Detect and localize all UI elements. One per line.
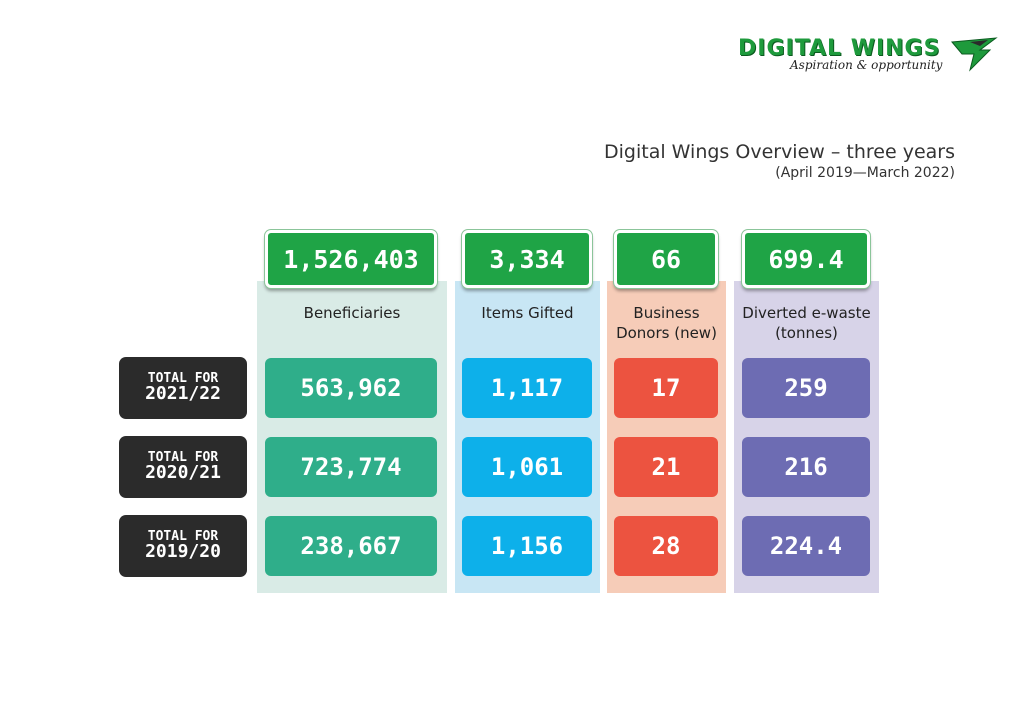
logo-wordmark: DIGITAL WINGS <box>738 36 941 61</box>
items-gifted-2021-22: 1,117 <box>462 358 592 418</box>
page-subtitle-period: (April 2019—March 2022) <box>775 165 955 181</box>
page-title: Digital Wings Overview – three years <box>604 141 955 163</box>
ewaste-header: Diverted e-waste (tonnes) <box>742 304 871 342</box>
year-label-prefix: TOTAL FOR <box>147 449 219 465</box>
year-label-2019-20: TOTAL FOR 2019/20 <box>119 515 247 577</box>
ewaste-total: 699.4 <box>742 230 870 288</box>
items-gifted-2020-21: 1,061 <box>462 437 592 497</box>
year-label-value: 2019/20 <box>145 541 221 563</box>
year-label-2021-22: TOTAL FOR 2021/22 <box>119 357 247 419</box>
business-donors-2019-20: 28 <box>614 516 718 576</box>
digital-wings-logo: DIGITAL WINGS Aspiration & opportunity <box>738 36 1000 88</box>
items-gifted-total: 3,334 <box>462 230 592 288</box>
year-label-value: 2020/21 <box>145 462 221 484</box>
year-label-value: 2021/22 <box>145 383 221 405</box>
business-donors-2020-21: 21 <box>614 437 718 497</box>
year-label-prefix: TOTAL FOR <box>147 370 219 386</box>
beneficiaries-2019-20: 238,667 <box>265 516 437 576</box>
beneficiaries-total: 1,526,403 <box>265 230 437 288</box>
business-donors-total: 66 <box>614 230 718 288</box>
ewaste-2021-22: 259 <box>742 358 870 418</box>
beneficiaries-2021-22: 563,962 <box>265 358 437 418</box>
items-gifted-2019-20: 1,156 <box>462 516 592 576</box>
ewaste-2020-21: 216 <box>742 437 870 497</box>
overview-title-block: Digital Wings Overview – three years (Ap… <box>604 141 955 181</box>
business-donors-2021-22: 17 <box>614 358 718 418</box>
year-label-2020-21: TOTAL FOR 2020/21 <box>119 436 247 498</box>
beneficiaries-header: Beneficiaries <box>303 304 401 322</box>
beneficiaries-2020-21: 723,774 <box>265 437 437 497</box>
year-label-prefix: TOTAL FOR <box>147 528 219 544</box>
items-gifted-header: Items Gifted <box>481 304 574 322</box>
bird-icon <box>951 37 998 72</box>
ewaste-2019-20: 224.4 <box>742 516 870 576</box>
logo-tagline: Aspiration & opportunity <box>790 58 943 72</box>
business-donors-header: Business Donors (new) <box>616 304 717 342</box>
